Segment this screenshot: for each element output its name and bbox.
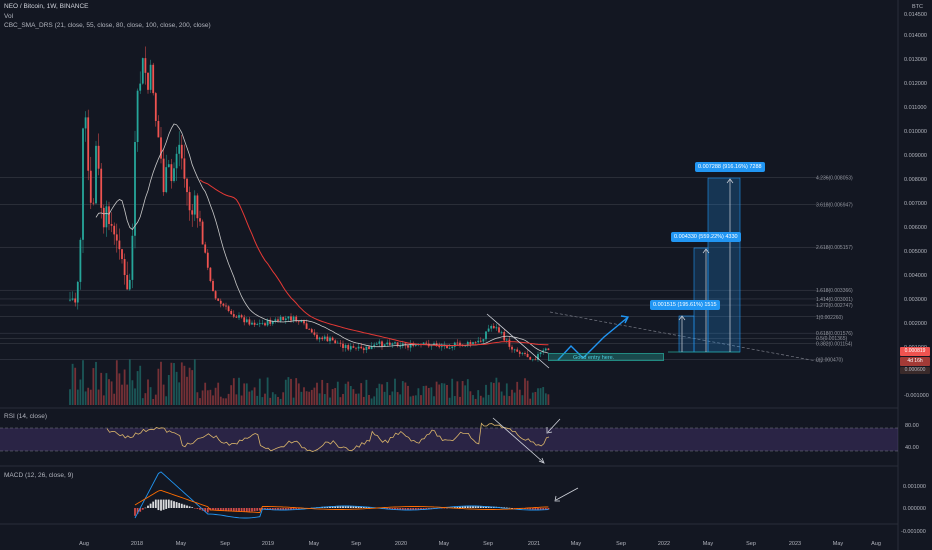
small-price-tag: 0.000600 xyxy=(900,367,930,374)
sma-indicator-title[interactable]: CBC_SMA_DRS (21, close, 55, close, 80, c… xyxy=(4,22,211,29)
rsi-title[interactable]: RSI (14, close) xyxy=(4,413,47,420)
time-axis-label: Aug xyxy=(871,541,881,547)
price-axis-label: 0.011000 xyxy=(904,105,927,111)
sma-slow-line xyxy=(199,179,549,347)
macd-level-neg: -0.001000 xyxy=(901,529,926,535)
volume-title[interactable]: Vol xyxy=(4,13,14,20)
trend-line-price[interactable] xyxy=(486,313,550,369)
macd-level-pos: 0.001000 xyxy=(903,484,926,490)
rsi-arrow[interactable] xyxy=(547,418,561,433)
countdown-tag: 4d 16h xyxy=(900,357,930,366)
fib-level-label: 4.236(0.008053) xyxy=(816,176,853,182)
price-axis-label: 0.007000 xyxy=(904,201,927,207)
time-axis-label: May xyxy=(703,541,714,547)
time-axis-label: Sep xyxy=(220,541,230,547)
price-axis-label: 0.010000 xyxy=(904,129,927,135)
macd-level-zero: 0.000000 xyxy=(903,506,926,512)
price-axis-label: 0.014000 xyxy=(904,33,927,39)
rsi-level-80: 80.00 xyxy=(905,423,919,429)
time-axis-label: Sep xyxy=(351,541,361,547)
fibonacci-extension[interactable] xyxy=(0,177,830,360)
time-axis-label: Aug xyxy=(79,541,89,547)
price-axis-label: 0.009000 xyxy=(904,153,927,159)
fib-level-label: 1(0.002260) xyxy=(816,315,843,321)
fib-level-label: 0.382(0.001154) xyxy=(816,341,853,347)
volume-bars xyxy=(69,359,550,405)
rsi-line xyxy=(106,422,550,453)
price-axis-label: 0.005000 xyxy=(904,249,927,255)
price-axis-label: 0.004000 xyxy=(904,273,927,279)
price-axis-label: 0.008000 xyxy=(904,177,927,183)
time-axis-label: May xyxy=(833,541,844,547)
time-axis-label: 2019 xyxy=(262,541,274,547)
projection-zigzag-arrow[interactable] xyxy=(557,317,628,361)
target-label-2[interactable]: 0.004330 (559.22%) 4330 xyxy=(671,232,741,242)
macd-title[interactable]: MACD (12, 26, close, 9) xyxy=(4,472,74,479)
currency-label: BTC xyxy=(912,4,923,10)
price-axis-label: 0.013000 xyxy=(904,57,927,63)
symbol-title[interactable]: NEO / Bitcoin, 1W, BINANCE xyxy=(4,3,89,10)
price-axis-label: 0.003000 xyxy=(904,297,927,303)
time-axis-label: 2018 xyxy=(131,541,143,547)
macd-signal-line xyxy=(134,489,549,513)
fib-level-label: 0.5(0.001365) xyxy=(816,336,847,342)
time-axis-label: May xyxy=(309,541,320,547)
price-axis-label: -0.001000 xyxy=(904,393,929,399)
fib-level-label: 1.618(0.003366) xyxy=(816,288,853,294)
price-axis-label: 0.002000 xyxy=(904,321,927,327)
time-axis-label: Sep xyxy=(746,541,756,547)
time-axis-label: May xyxy=(176,541,187,547)
current-price-tag: 0.000819 xyxy=(900,347,930,356)
time-axis[interactable]: Aug 2018 May Sep 2019 May Sep 2020 May Sep 2021 May… xyxy=(79,541,881,547)
price-axis-top-label: 0.014500 xyxy=(904,12,927,18)
good-entry-zone[interactable]: Good entry here. xyxy=(548,353,664,361)
fib-level-label: 2.618(0.005157) xyxy=(816,245,853,251)
time-axis-label: May xyxy=(439,541,450,547)
fib-level-label: 3.618(0.006947) xyxy=(816,202,853,208)
macd-line xyxy=(134,471,549,519)
price-axis-label: 0.012000 xyxy=(904,81,927,87)
time-axis-label: May xyxy=(571,541,582,547)
fib-level-label: 1.414(0.003001) xyxy=(816,297,853,303)
target-label-1[interactable]: 0.001515 (195.61%) 1515 xyxy=(650,300,720,310)
time-axis-label: 2022 xyxy=(658,541,670,547)
target-label-3[interactable]: 0.007288 (916.16%) 7288 xyxy=(695,162,765,172)
rsi-level-40: 40.00 xyxy=(905,445,919,451)
macd-arrow[interactable] xyxy=(555,487,579,501)
fib-level-label: 0.618(0.001576) xyxy=(816,331,853,337)
time-axis-label: 2020 xyxy=(395,541,407,547)
fib-level-labels: 4.236(0.008053) 3.618(0.006947) 2.618(0.00… xyxy=(816,176,853,364)
time-axis-label: 2021 xyxy=(528,541,540,547)
fib-level-label: 1.272(0.002747) xyxy=(816,303,853,309)
time-axis-label: Sep xyxy=(616,541,626,547)
price-axis-label: 0.006000 xyxy=(904,225,927,231)
dashed-projection-line[interactable] xyxy=(549,311,823,363)
time-axis-label: Sep xyxy=(483,541,493,547)
time-axis-label: 2023 xyxy=(789,541,801,547)
trend-line-rsi[interactable] xyxy=(492,417,544,463)
fib-level-label: 0(0.000470) xyxy=(816,358,843,364)
rsi-band xyxy=(0,428,898,451)
